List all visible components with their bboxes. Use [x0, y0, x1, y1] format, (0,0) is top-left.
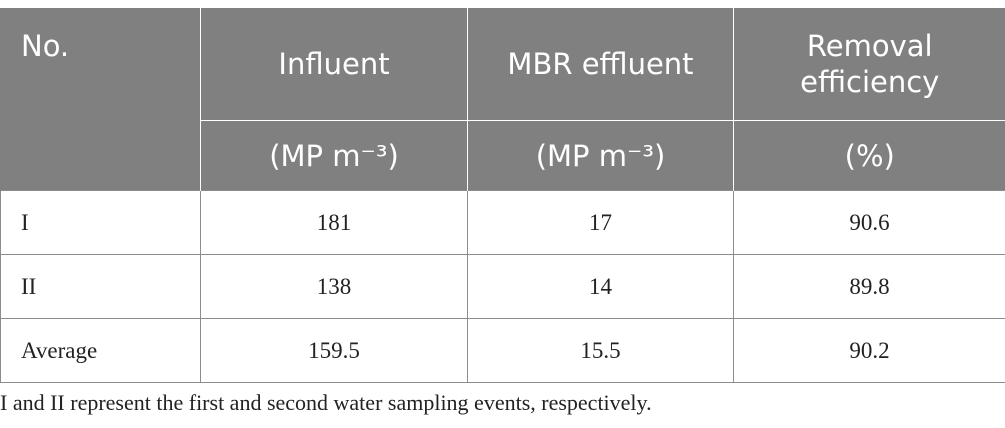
- value-cell: 14: [467, 254, 734, 319]
- table-row: Average 159.5 15.5 90.2: [0, 318, 1005, 383]
- row-label: Average: [0, 318, 201, 383]
- value-cell: 159.5: [200, 318, 468, 383]
- value-cell: 17: [467, 190, 734, 255]
- value-cell: 90.2: [733, 318, 1005, 383]
- header-row: No. Influent MBR effluent Removal effici…: [0, 8, 1005, 191]
- header-cell: No.: [0, 8, 201, 191]
- value-cell: 138: [200, 254, 468, 319]
- value-cell: 181: [200, 190, 468, 255]
- value-cell: 15.5: [467, 318, 734, 383]
- value-cell: 90.6: [733, 190, 1005, 255]
- value-cell: 89.8: [733, 254, 1005, 319]
- unit-cell: (%): [733, 120, 1005, 191]
- header-cell: Influent: [200, 8, 468, 121]
- unit-row: (MP m⁻³) (MP m⁻³) (%): [1, 120, 1005, 191]
- header-cell: MBR effluent: [467, 8, 734, 121]
- row-label: I: [0, 190, 201, 255]
- unit-cell: (MP m⁻³): [200, 120, 468, 191]
- row-label: II: [0, 254, 201, 319]
- table-row: I 181 17 90.6: [0, 190, 1005, 255]
- header-cell: Removal efficiency: [733, 8, 1005, 121]
- table-body: I 181 17 90.6 II 138 14 89.8 Average 159.5 15.5 90.…: [0, 190, 1005, 383]
- table-row: II 138 14 89.8: [0, 254, 1005, 319]
- data-table: No. Influent MBR effluent Removal effici…: [0, 8, 1005, 383]
- footnote: I and II represent the first and second …: [0, 390, 652, 415]
- unit-cell: (MP m⁻³): [467, 120, 734, 191]
